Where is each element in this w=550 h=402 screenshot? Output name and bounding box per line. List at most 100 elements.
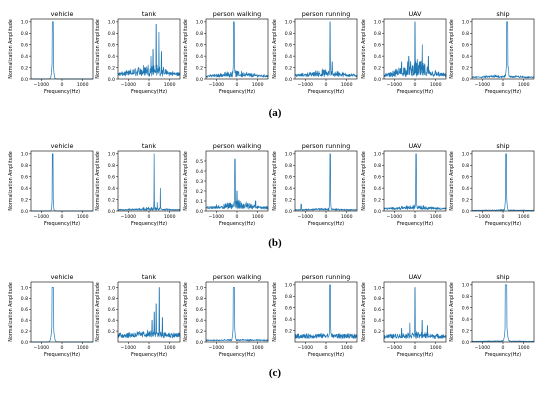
spectrum-line — [294, 284, 358, 339]
y-tick-label: 0.8 — [285, 31, 292, 37]
y-tick-label: 0.6 — [108, 307, 115, 313]
y-tick-label: 0.2 — [285, 197, 292, 203]
y-tick-label: 1.0 — [21, 285, 28, 291]
y-tick-label: 0.8 — [374, 163, 381, 169]
x-tick-label: 0 — [148, 214, 151, 220]
panel-title: person running — [302, 273, 351, 281]
y-tick-label: 0.2 — [462, 197, 469, 203]
y-tick-label: 0.2 — [196, 189, 203, 195]
y-tick-label: 0.6 — [285, 306, 292, 312]
y-tick-label: 0.0 — [196, 77, 203, 83]
y-axis-label: Normalization Amplitude — [272, 19, 278, 78]
y-axis-label: Normalization Amplitude — [272, 151, 278, 210]
y-axis-label: Normalization Amplitude — [8, 282, 14, 341]
x-axis-label: Frequency(Hz) — [131, 221, 167, 227]
x-tick-label: 0 — [502, 214, 505, 220]
x-tick-label: −1000 — [34, 345, 50, 351]
x-tick-label: 1000 — [341, 82, 353, 88]
y-tick-label: 1.0 — [462, 152, 469, 158]
y-tick-label: 0.8 — [196, 296, 203, 302]
x-axis-label: Frequency(Hz) — [485, 221, 521, 227]
x-tick-label: 0 — [325, 345, 328, 351]
y-tick-label: 1.0 — [108, 285, 115, 291]
y-tick-label: 0.2 — [374, 65, 381, 71]
y-tick-label: 0.0 — [374, 209, 381, 215]
y-tick-label: 0.0 — [196, 340, 203, 346]
x-axis-label: Frequency(Hz) — [131, 352, 167, 358]
x-axis-label: Frequency(Hz) — [44, 89, 80, 95]
plot-frame — [117, 150, 181, 212]
panel-title: vehicle — [51, 142, 74, 150]
x-tick-label: −1000 — [34, 214, 50, 220]
row-label: (c) — [269, 367, 282, 379]
y-tick-label: 0.4 — [374, 318, 381, 324]
x-tick-label: −1000 — [387, 345, 403, 351]
x-tick-label: −1000 — [34, 82, 50, 88]
spectrum-line — [117, 287, 181, 339]
y-tick-label: 0.4 — [21, 318, 28, 324]
y-tick-label: 0.4 — [21, 54, 28, 60]
x-tick-label: −1000 — [209, 214, 225, 220]
y-tick-label: 1.0 — [374, 20, 381, 26]
x-tick-label: 1000 — [341, 345, 353, 351]
x-tick-label: −1000 — [298, 214, 314, 220]
y-tick-label: 0.2 — [108, 329, 115, 335]
row-label: (a) — [269, 107, 282, 119]
plot-frame — [205, 281, 269, 343]
y-axis-label: Normalization Amplitude — [183, 282, 189, 341]
x-tick-label: 1000 — [518, 82, 530, 88]
y-tick-label: 0.4 — [374, 186, 381, 192]
y-tick-label: 0.8 — [108, 296, 115, 302]
spectrum-line — [471, 21, 535, 79]
y-axis-label: Normalization Amplitude — [95, 19, 101, 78]
x-tick-label: −1000 — [387, 214, 403, 220]
y-axis-label: Normalization Amplitude — [449, 282, 455, 341]
x-tick-label: 1000 — [518, 345, 530, 351]
y-tick-label: 0.8 — [462, 163, 469, 169]
x-tick-label: −1000 — [209, 345, 225, 351]
y-tick-label: 0.0 — [285, 77, 292, 83]
x-tick-label: 1000 — [164, 214, 176, 220]
y-tick-label: 0.4 — [108, 318, 115, 324]
panel-title: person walking — [213, 10, 261, 18]
y-tick-label: 0.4 — [285, 186, 292, 192]
y-axis-label: Normalization Amplitude — [8, 151, 14, 210]
panel-title: vehicle — [51, 273, 74, 281]
x-tick-label: 0 — [236, 345, 239, 351]
x-axis-label: Frequency(Hz) — [131, 89, 167, 95]
y-tick-label: 0.4 — [196, 318, 203, 324]
row-label: (b) — [268, 237, 282, 249]
y-tick-label: 1.0 — [462, 20, 469, 26]
x-tick-label: 0 — [502, 345, 505, 351]
x-tick-label: 1000 — [77, 82, 89, 88]
spectrum-line — [205, 21, 269, 78]
x-axis-label: Frequency(Hz) — [219, 221, 255, 227]
y-tick-label: 1.0 — [196, 20, 203, 26]
spectrum-line — [30, 153, 94, 212]
x-axis-label: Frequency(Hz) — [485, 89, 521, 95]
x-tick-label: 0 — [236, 82, 239, 88]
x-tick-label: −1000 — [121, 82, 137, 88]
plot-frame — [294, 18, 358, 80]
y-axis-label: Normalization Amplitude — [8, 19, 14, 78]
y-tick-label: 1.0 — [21, 152, 28, 158]
y-tick-label: 0.6 — [462, 306, 469, 312]
x-axis-label: Frequency(Hz) — [308, 352, 344, 358]
y-tick-label: 0.6 — [108, 175, 115, 181]
panel-title: UAV — [408, 142, 422, 150]
y-tick-label: 0.4 — [21, 186, 28, 192]
y-tick-label: 0.6 — [21, 43, 28, 49]
panel-title: ship — [496, 273, 509, 281]
x-axis-label: Frequency(Hz) — [397, 221, 433, 227]
y-tick-label: 1.0 — [21, 20, 28, 26]
y-tick-label: 0.2 — [21, 65, 28, 71]
y-axis-label: Normalization Amplitude — [183, 151, 189, 210]
y-tick-label: 0.8 — [462, 294, 469, 300]
x-axis-label: Frequency(Hz) — [397, 89, 433, 95]
y-tick-label: 0.0 — [462, 209, 469, 215]
x-tick-label: 0 — [61, 214, 64, 220]
spectrum-line — [383, 21, 447, 78]
y-tick-label: 0.0 — [21, 77, 28, 83]
y-tick-label: 1.0 — [285, 283, 292, 289]
spectrum-line — [471, 284, 535, 342]
